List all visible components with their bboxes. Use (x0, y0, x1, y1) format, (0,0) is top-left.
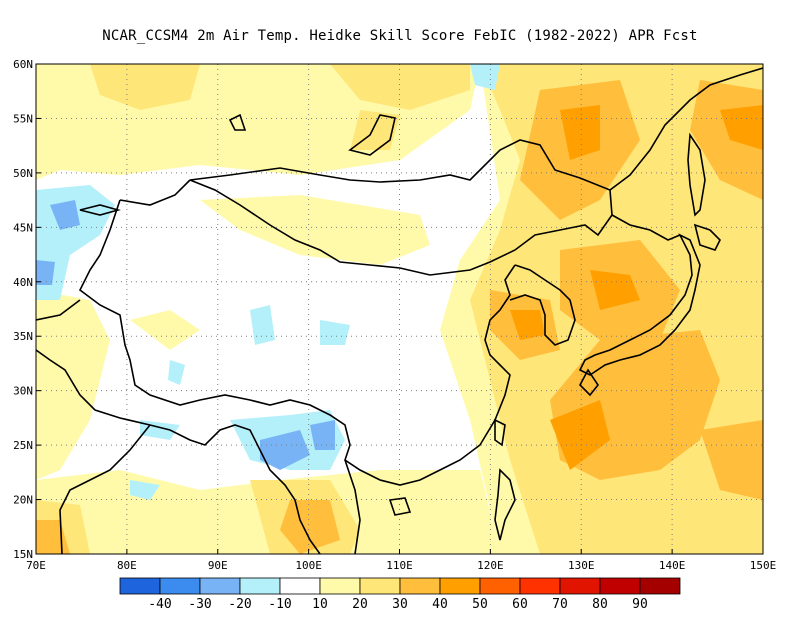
x-tick-label: 140E (659, 559, 686, 572)
y-tick-label: 35N (13, 330, 33, 343)
x-tick-label: 100E (295, 559, 322, 572)
colorbar-label: 70 (552, 597, 568, 612)
colorbar-label: 10 (312, 597, 328, 612)
colorbar-swatch (279, 577, 321, 595)
coastlines (36, 67, 763, 554)
y-tick-label: 45N (13, 221, 33, 234)
colorbar-swatch (439, 577, 481, 595)
colorbar-swatch (199, 577, 241, 595)
x-axis: 70E 80E 90E 100E 110E 120E 130E 140E 150E (26, 549, 776, 572)
colorbar-label: 80 (592, 597, 608, 612)
x-tick-label: 90E (208, 559, 228, 572)
score-40-50-region (510, 105, 763, 470)
colorbar-swatch (319, 577, 361, 595)
colorbar-swatch (639, 577, 681, 595)
y-tick-label: 20N (13, 494, 33, 507)
colorbar-label: -10 (268, 597, 291, 612)
y-tick-label: 25N (13, 439, 33, 452)
shaded-field (36, 64, 763, 554)
chart-title: NCAR_CCSM4 2m Air Temp. Heidke Skill Sco… (102, 28, 698, 44)
colorbar-swatch (519, 577, 561, 595)
colorbar-label: 90 (632, 597, 648, 612)
y-tick-label: 15N (13, 548, 33, 561)
colorbar-swatch (159, 577, 201, 595)
x-tick-label: 110E (386, 559, 413, 572)
y-tick-label: 50N (13, 167, 33, 180)
colorbar-label: 30 (392, 597, 408, 612)
y-tick-label: 30N (13, 385, 33, 398)
colorbar-label: -40 (148, 597, 171, 612)
colorbar-swatch (239, 577, 281, 595)
colorbar-label: 40 (432, 597, 448, 612)
colorbar-label: -20 (228, 597, 251, 612)
y-tick-label: 55N (13, 112, 33, 125)
x-tick-label: 70E (26, 559, 46, 572)
y-tick-label: 40N (13, 276, 33, 289)
x-tick-label: 80E (117, 559, 137, 572)
colorbar-label: 20 (352, 597, 368, 612)
y-tick-label: 60N (13, 58, 33, 71)
colorbar-label: 50 (472, 597, 488, 612)
colorbar-swatch (359, 577, 401, 595)
colorbar-swatch (479, 577, 521, 595)
colorbar-label: -30 (188, 597, 211, 612)
colorbar: -40 -30 -20 -10 10 20 30 40 50 60 70 80 90 (119, 577, 681, 612)
x-tick-label: 130E (568, 559, 595, 572)
colorbar-swatch (559, 577, 601, 595)
colorbar-label: 60 (512, 597, 528, 612)
colorbar-swatch (399, 577, 441, 595)
x-tick-label: 150E (750, 559, 777, 572)
colorbar-swatch (119, 577, 161, 595)
colorbar-swatch (599, 577, 641, 595)
x-tick-label: 120E (477, 559, 504, 572)
y-axis: 15N 20N 25N 30N 35N 40N 45N 50N 55N 60N (13, 58, 41, 561)
score-neg-20-region (36, 200, 335, 470)
